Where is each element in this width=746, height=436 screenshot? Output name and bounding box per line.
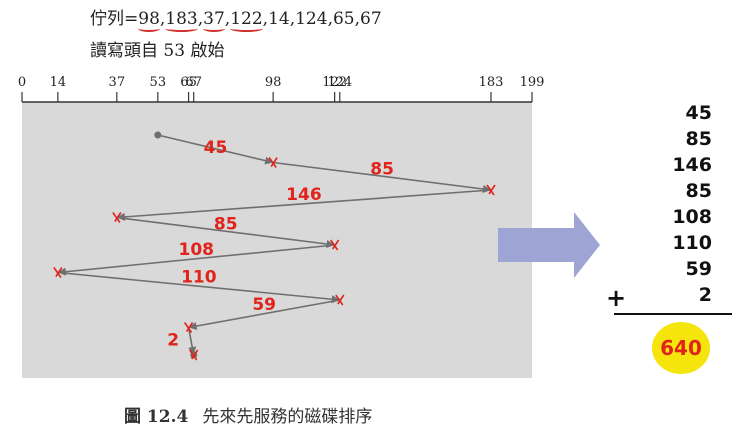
request-67: 67 (360, 9, 382, 29)
segment-labels: 45 85 146 85 108 110 59 2 (167, 138, 394, 351)
request-98: 98 (138, 9, 160, 32)
visit-mark (112, 212, 122, 223)
path-segment (188, 299, 340, 329)
segment-distance-label: 108 (179, 240, 215, 260)
visit-mark (330, 239, 340, 251)
path-segment (116, 216, 335, 246)
tick-label: 37 (109, 75, 126, 90)
segment-distance-label: 110 (181, 267, 217, 287)
tick-label: 0 (18, 75, 26, 90)
request-separator: , (224, 9, 231, 29)
request-65: 65 (332, 9, 355, 29)
tick-label: 65 (180, 75, 197, 90)
figure-caption: 圖 12.4 先來先服務的磁碟排序 (124, 402, 372, 427)
path-segment (157, 134, 274, 164)
path-arrowhead (264, 156, 274, 165)
visit-mark (335, 294, 345, 306)
segment-distance-label: 2 (167, 330, 179, 350)
total-highlight (652, 322, 710, 374)
sum-line (614, 313, 732, 315)
queue-prefix: 佇列= (90, 9, 139, 29)
figure-number: 圖 12.4 (124, 407, 189, 427)
addend-list: 45 85 146 85 108 110 59 2 (608, 100, 718, 308)
request-37: 37 (203, 9, 225, 32)
addend-value: 85 (685, 128, 712, 150)
addend-value: 146 (672, 154, 712, 176)
visit-mark (189, 349, 199, 361)
request-separator: , (159, 9, 166, 29)
start-point (154, 131, 162, 139)
request-122: 122 (230, 9, 264, 32)
segment-distance-label: 85 (370, 159, 394, 179)
track-panel (22, 102, 532, 378)
tick-label: 14 (50, 75, 67, 90)
tick-label: 53 (150, 75, 167, 90)
path-segment (57, 271, 340, 301)
request-separator: , (327, 9, 333, 29)
tick-label: 124 (327, 75, 352, 90)
tick-label: 67 (185, 75, 202, 90)
request-separator: , (354, 9, 361, 29)
figure-title: 先來先服務的磁碟排序 (202, 407, 373, 427)
tick-label: 199 (520, 75, 545, 90)
sum-panel: 45 85 146 85 108 110 59 2 + 640 (606, 100, 732, 374)
head-path (53, 131, 496, 361)
request-separator: , (197, 9, 204, 29)
visit-mark (268, 157, 278, 168)
path-segment (57, 244, 335, 274)
segment-distance-label: 85 (214, 214, 238, 234)
request-124: 124 (295, 9, 328, 29)
visit-mark (486, 184, 496, 196)
request-separator: , (262, 9, 269, 29)
request-queue-line: 佇列=98,183,37,122,14,124,65,67 (90, 4, 382, 32)
start-position-line: 讀寫頭自 53 啟始 (90, 41, 225, 61)
total-value: 640 (660, 336, 702, 360)
path-segment (273, 161, 492, 191)
visit-mark (183, 322, 194, 333)
request-separator: , (289, 9, 296, 29)
request-183: 183 (165, 9, 199, 32)
addend-value: 59 (685, 258, 712, 280)
addend-value: 110 (672, 232, 712, 254)
path-arrowhead (188, 322, 198, 331)
tick-label: 183 (479, 75, 504, 90)
addend-value: 108 (672, 206, 712, 228)
right-arrow-icon (498, 212, 600, 278)
addend-value: 2 (698, 284, 712, 306)
visit-mark (53, 267, 63, 278)
segment-distance-label: 59 (252, 295, 276, 315)
path-segment (116, 189, 492, 219)
tick-label: 98 (265, 75, 282, 90)
segment-distance-label: 146 (286, 185, 322, 205)
addend-value: 45 (685, 102, 712, 124)
request-14: 14 (268, 9, 290, 29)
plus-sign: + (606, 284, 627, 312)
addend-value: 85 (685, 180, 712, 202)
segment-distance-label: 45 (204, 138, 228, 158)
tick-label: 122 (322, 75, 347, 90)
request-list: 98,183,37,122,14,124,65,67 (138, 9, 382, 32)
